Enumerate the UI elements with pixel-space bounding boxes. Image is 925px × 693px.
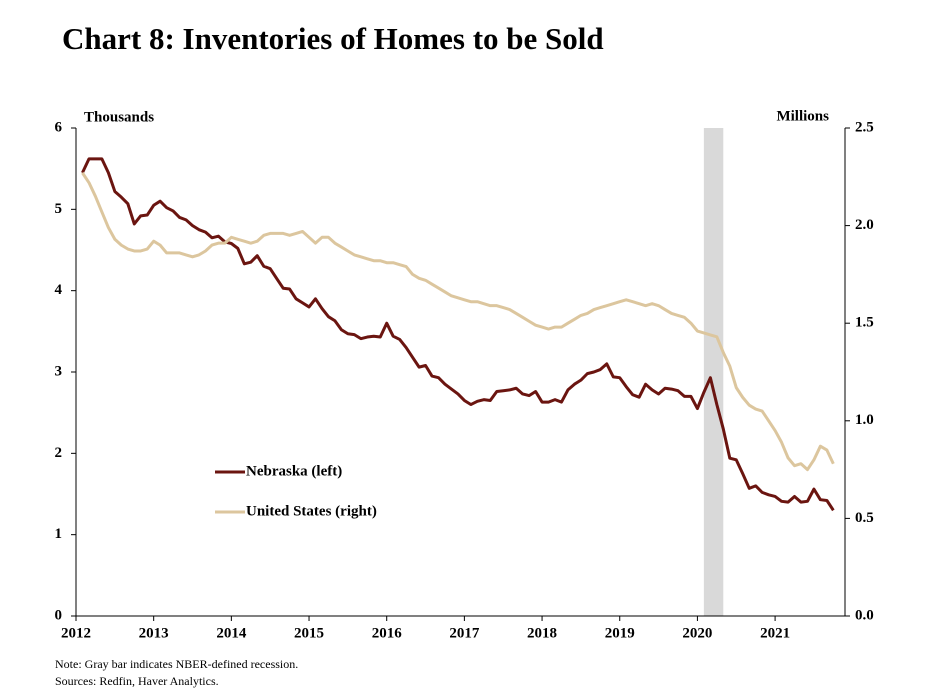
y-tick-label: 3: [55, 363, 63, 379]
y-tick-label: 0: [55, 607, 63, 623]
y-tick-label: 6: [55, 119, 63, 135]
note: Note: Gray bar indicates NBER-defined re…: [55, 657, 298, 671]
y-tick-label: 2: [55, 445, 63, 461]
y2-tick-label: 2.0: [855, 217, 874, 233]
series-line: [81, 172, 835, 472]
y2-tick-label: 1.5: [855, 315, 874, 331]
y2-tick-label: 2.5: [855, 119, 874, 135]
y2-axis-label: Millions: [776, 108, 829, 124]
x-tick-label: 2020: [682, 625, 712, 641]
y-tick-label: 5: [55, 201, 63, 217]
legend-label: United States (right): [246, 503, 377, 519]
y-axis-label: Thousands: [84, 109, 154, 125]
chart-title: Chart 8: Inventories of Homes to be Sold: [62, 21, 604, 56]
x-tick-label: 2014: [216, 625, 247, 641]
y2-tick-label: 0.0: [855, 607, 874, 623]
series-line: [81, 157, 835, 512]
x-tick-label: 2021: [760, 625, 790, 641]
x-tick-label: 2019: [605, 625, 635, 641]
y2-tick-label: 1.0: [855, 412, 874, 428]
x-tick-label: 2013: [139, 625, 169, 641]
x-tick-label: 2017: [449, 625, 480, 641]
x-tick-label: 2015: [294, 625, 324, 641]
x-tick-label: 2018: [527, 625, 557, 641]
y2-tick-label: 0.5: [855, 510, 874, 526]
recession-band: [703, 128, 724, 616]
source: Sources: Redfin, Haver Analytics.: [55, 674, 219, 688]
x-tick-label: 2012: [61, 625, 91, 641]
legend-label: Nebraska (left): [246, 463, 342, 479]
x-tick-label: 2016: [372, 625, 403, 641]
y-tick-label: 4: [55, 282, 63, 298]
y-tick-label: 1: [55, 526, 63, 542]
